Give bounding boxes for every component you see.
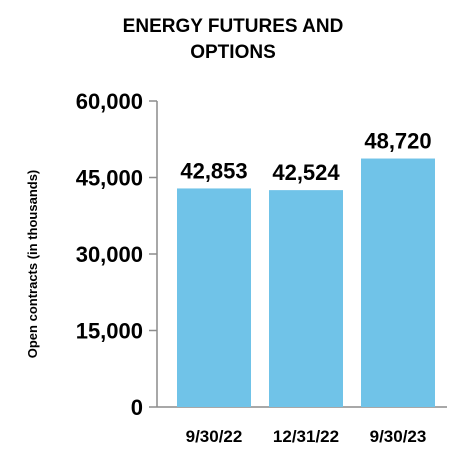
chart-title-line-1: ENERGY FUTURES AND [122,16,344,37]
y-tick-label: 0 [131,395,143,420]
bar-value-labels: 42,853 42,524 48,720 [180,129,431,186]
x-tick-label: 9/30/23 [370,427,427,446]
y-tick-label: 60,000 [76,89,143,114]
bar [269,190,343,407]
bar [361,158,435,407]
bar-value-label: 48,720 [364,129,431,154]
x-tick-label: 12/31/22 [273,427,339,446]
bar [177,188,251,407]
bars [177,158,435,407]
y-tick-label: 30,000 [76,242,143,267]
y-tick-label: 15,000 [76,319,143,344]
y-axis-title: Open contracts (in thousands) [25,170,40,359]
x-tick-labels: 9/30/22 12/31/22 9/30/23 [186,427,427,446]
y-tick-label: 45,000 [76,166,143,191]
bar-value-label: 42,853 [180,158,247,183]
chart-title: ENERGY FUTURES AND OPTIONS [0,14,466,66]
y-ticks: 0 15,000 30,000 45,000 60,000 [76,89,157,420]
x-tick-label: 9/30/22 [186,427,243,446]
bar-value-label: 42,524 [272,160,340,185]
chart-title-line-2: OPTIONS [190,42,276,63]
